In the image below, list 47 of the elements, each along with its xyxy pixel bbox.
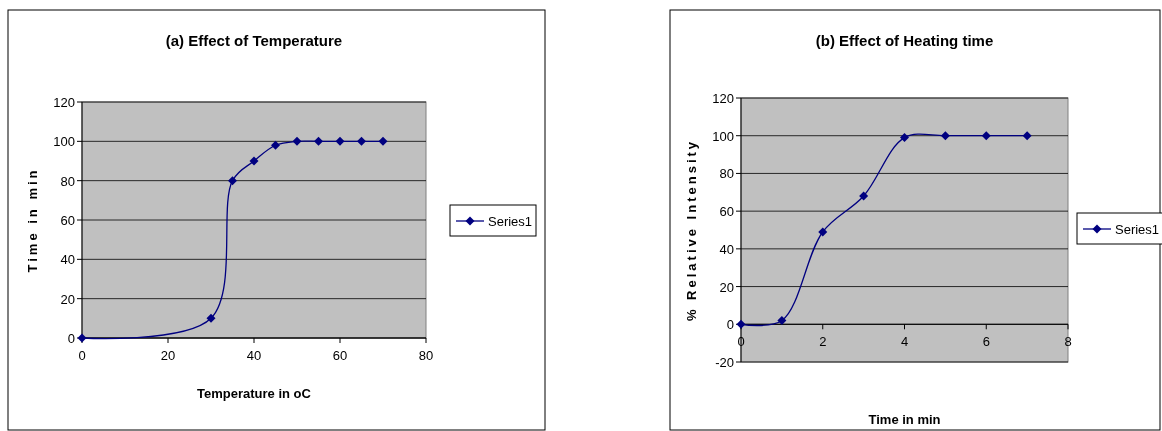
y-tick-label: 40 [60, 252, 75, 268]
x-tick-label: 40 [246, 348, 262, 363]
y-tick-label: 20 [60, 291, 75, 307]
y-tick-label: 80 [60, 173, 75, 189]
x-tick-label: 20 [160, 348, 176, 363]
y-tick-label: 0 [726, 317, 734, 333]
legend-label: Series1 [488, 214, 533, 229]
chart-title: (b) Effect of Heating time [815, 32, 994, 49]
y-axis-title: Time in min [25, 167, 40, 273]
point [292, 136, 302, 146]
x-tick-label: 8 [1064, 334, 1072, 350]
y-axis-title: % Relative Intensity [684, 138, 699, 322]
y-tick-label: 80 [719, 166, 734, 182]
y-tick-label: 100 [53, 134, 75, 150]
point [940, 131, 950, 141]
x-tick-label: 2 [819, 334, 827, 350]
point [335, 136, 345, 146]
x-tick-label: 0 [78, 348, 86, 363]
y-tick-label: 60 [719, 204, 734, 220]
point [777, 316, 787, 326]
x-tick-label: 80 [418, 348, 434, 363]
point [818, 227, 828, 237]
point [249, 156, 259, 166]
y-tick-label: 20 [719, 279, 734, 295]
point [378, 136, 388, 146]
point [357, 136, 366, 146]
y-tick-label: 120 [712, 91, 734, 106]
y-tick-label: -20 [715, 355, 734, 370]
y-tick-label: 40 [719, 241, 734, 257]
point [900, 133, 909, 143]
x-axis-title: Time in min [868, 412, 941, 427]
legend-label: Series1 [1115, 222, 1160, 237]
chart-title: (a) Effect of Temperature [165, 32, 343, 49]
y-tick-label: 120 [53, 95, 75, 110]
x-tick-label: 6 [982, 334, 990, 350]
x-tick-label: 60 [332, 348, 348, 363]
point [271, 140, 280, 150]
point [981, 131, 991, 141]
point [1022, 131, 1032, 141]
y-tick-label: 100 [712, 128, 734, 144]
x-axis-title: Temperature in oC [197, 386, 312, 401]
point [206, 313, 216, 323]
point [859, 191, 869, 201]
point [228, 176, 237, 186]
x-tick-label: 4 [900, 334, 909, 350]
y-tick-label: 60 [60, 213, 75, 228]
point [314, 136, 323, 146]
